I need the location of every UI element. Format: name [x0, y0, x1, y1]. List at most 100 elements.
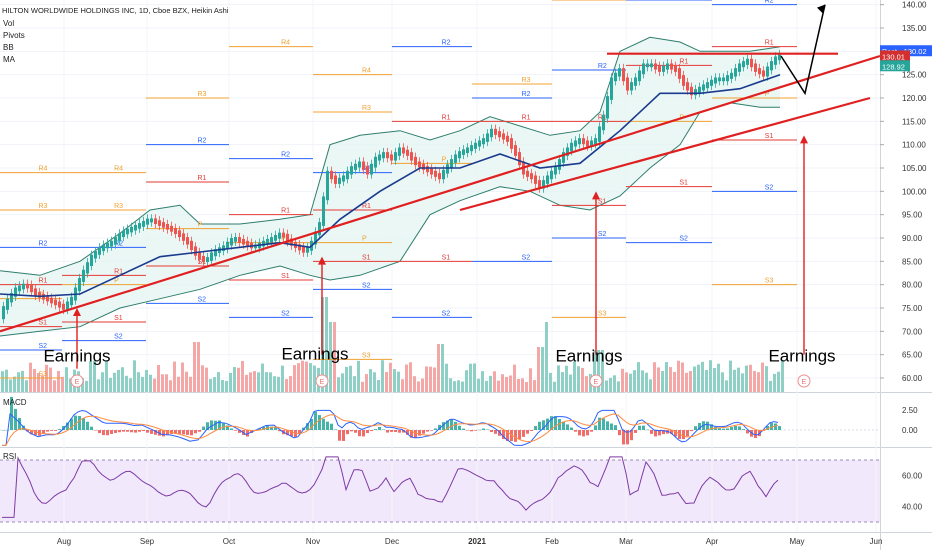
earnings-label[interactable]: Earnings — [281, 344, 348, 363]
volume-bar — [41, 375, 44, 392]
candle — [558, 159, 561, 170]
indicator-vol[interactable]: Vol — [3, 19, 14, 28]
volume-bar — [405, 364, 408, 392]
earnings-marker-label: E — [802, 379, 807, 386]
y-tick-label: 110.00 — [902, 141, 926, 150]
volume-bar — [637, 362, 640, 392]
candle — [646, 63, 649, 68]
earnings-label[interactable]: Earnings — [43, 347, 110, 366]
candle — [442, 169, 445, 180]
macd-histogram-bar — [182, 430, 185, 435]
macd-histogram-bar — [594, 425, 597, 430]
macd-tick-label: 2.50 — [902, 406, 918, 415]
candle — [610, 77, 613, 100]
macd-histogram-bar — [470, 430, 473, 432]
earnings-label[interactable]: Earnings — [768, 347, 835, 366]
candle — [590, 140, 593, 147]
volume-bar — [573, 361, 576, 392]
candle — [674, 65, 677, 72]
macd-histogram-bar — [86, 421, 89, 430]
macd-histogram-bar — [478, 429, 481, 431]
candle — [118, 233, 121, 241]
candle — [418, 161, 421, 168]
y-tick-label: 75.00 — [902, 304, 923, 313]
macd-histogram-bar — [222, 423, 225, 430]
price-tag[interactable] — [880, 60, 910, 72]
candle — [18, 285, 21, 292]
price-tag[interactable] — [880, 50, 910, 62]
macd-label[interactable]: MACD — [3, 398, 27, 407]
earnings-marker-label: E — [594, 379, 599, 386]
macd-histogram-bar — [698, 422, 701, 430]
volume-bar — [397, 371, 400, 392]
earnings-marker[interactable] — [589, 374, 603, 388]
volume-bar — [689, 371, 692, 392]
macd-histogram-bar — [218, 420, 221, 430]
earnings-marker[interactable] — [70, 374, 84, 388]
bollinger-lower — [0, 102, 780, 337]
earnings-label[interactable]: Earnings — [555, 347, 622, 366]
volume-bar — [457, 380, 460, 392]
macd-histogram-bar — [634, 430, 637, 433]
candle — [370, 163, 373, 175]
candle — [642, 63, 645, 75]
volume-bar — [473, 363, 476, 392]
volume-bar — [529, 368, 532, 392]
macd-histogram-bar — [674, 430, 677, 437]
earnings-marker[interactable] — [797, 374, 811, 388]
rsi-label[interactable]: RSI — [3, 452, 16, 461]
volume-bar — [745, 365, 748, 392]
indicator-bb[interactable]: BB — [3, 43, 14, 52]
trendline[interactable] — [0, 54, 881, 333]
pivot-label: S3 — [362, 352, 371, 359]
macd-histogram-bar — [286, 430, 289, 436]
candle — [662, 65, 665, 72]
trendline[interactable] — [459, 96, 871, 212]
candle — [350, 166, 353, 175]
candle — [278, 232, 281, 239]
volume-bar — [533, 380, 536, 392]
macd-histogram-bar — [138, 430, 141, 432]
volume-bar — [285, 379, 288, 392]
earnings-marker[interactable] — [315, 374, 329, 388]
indicator-ma[interactable]: MA — [3, 55, 16, 64]
macd-histogram-bar — [658, 430, 661, 436]
volume-bar — [9, 379, 12, 392]
macd-histogram-bar — [198, 430, 201, 432]
macd-histogram-bar — [690, 430, 693, 432]
rsi-tick-label: 40.00 — [902, 503, 923, 512]
volume-bar — [505, 376, 508, 392]
candle — [70, 296, 73, 306]
macd-histogram-bar — [54, 430, 57, 431]
volume-bar — [517, 378, 520, 392]
candle — [10, 293, 13, 303]
volume-bar — [149, 374, 152, 392]
candle — [114, 237, 117, 245]
macd-histogram-bar — [754, 430, 757, 438]
candle — [390, 154, 393, 161]
volume-bar — [541, 347, 544, 392]
projection-arrow[interactable] — [780, 4, 826, 96]
volume-bar — [161, 374, 164, 392]
macd-histogram-bar — [258, 428, 261, 430]
macd-histogram-bar — [650, 430, 653, 434]
volume-bar — [357, 360, 360, 392]
candle — [426, 166, 429, 173]
volume-bar — [177, 376, 180, 392]
volume-bar — [497, 380, 500, 392]
volume-bar — [1, 371, 4, 392]
candle — [474, 142, 477, 149]
volume-bar — [349, 365, 352, 392]
macd-histogram-bar — [18, 417, 21, 430]
candle — [722, 77, 725, 82]
macd-pane[interactable] — [0, 393, 880, 447]
indicator-pivots[interactable]: Pivots — [3, 31, 25, 40]
candle — [486, 133, 489, 142]
volume-bar — [209, 379, 212, 392]
macd-histogram-bar — [206, 422, 209, 430]
candle — [182, 233, 185, 241]
pivot-label: S2 — [38, 343, 47, 350]
macd-histogram-bar — [466, 430, 469, 431]
macd-histogram-bar — [306, 423, 309, 430]
